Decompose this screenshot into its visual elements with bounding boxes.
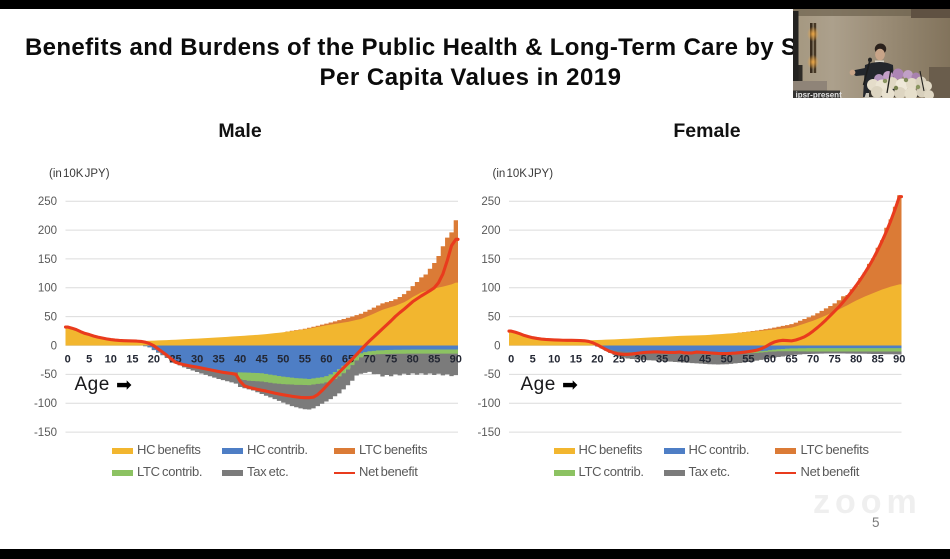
svg-text:45: 45 [256,353,268,365]
svg-text:20: 20 [591,353,603,365]
svg-text:80: 80 [850,353,862,365]
svg-text:200: 200 [481,225,500,237]
svg-text:250: 250 [38,196,57,208]
svg-text:30: 30 [191,353,203,365]
svg-text:-50: -50 [40,369,57,381]
svg-text:0: 0 [51,340,57,352]
svg-text:85: 85 [428,353,440,365]
svg-text:ipsr-present: ipsr-present [796,91,843,98]
svg-text:90: 90 [450,353,462,365]
svg-text:85: 85 [872,353,884,365]
svg-text:200: 200 [38,225,57,237]
svg-text:55: 55 [299,353,311,365]
svg-text:150: 150 [481,254,500,266]
svg-text:-150: -150 [477,427,500,439]
svg-text:70: 70 [363,353,375,365]
svg-text:30: 30 [634,353,646,365]
svg-text:-50: -50 [484,369,501,381]
svg-text:45: 45 [699,353,711,365]
svg-text:35: 35 [212,353,224,365]
svg-text:40: 40 [234,353,246,365]
svg-text:-100: -100 [34,398,57,410]
svg-text:60: 60 [320,353,332,365]
svg-text:80: 80 [407,353,419,365]
svg-text:50: 50 [488,312,501,324]
svg-text:10: 10 [548,353,560,365]
svg-text:15: 15 [570,353,582,365]
svg-text:-100: -100 [477,398,500,410]
svg-text:75: 75 [385,353,397,365]
svg-text:10: 10 [105,353,117,365]
svg-text:70: 70 [807,353,819,365]
svg-text:15: 15 [126,353,138,365]
svg-text:0: 0 [508,353,514,365]
svg-text:5: 5 [530,353,536,365]
svg-text:150: 150 [38,254,57,266]
svg-text:5: 5 [86,353,92,365]
svg-text:50: 50 [721,353,733,365]
svg-text:0: 0 [65,353,71,365]
svg-text:250: 250 [481,196,500,208]
svg-text:0: 0 [494,340,500,352]
svg-text:25: 25 [613,353,625,365]
svg-text:55: 55 [742,353,754,365]
svg-text:35: 35 [656,353,668,365]
svg-text:-150: -150 [34,427,57,439]
svg-text:50: 50 [277,353,289,365]
svg-text:100: 100 [38,283,57,295]
svg-text:75: 75 [828,353,840,365]
svg-text:60: 60 [764,353,776,365]
svg-text:50: 50 [44,312,57,324]
svg-text:20: 20 [148,353,160,365]
svg-text:65: 65 [785,353,797,365]
svg-text:100: 100 [481,283,500,295]
svg-text:40: 40 [678,353,690,365]
svg-text:90: 90 [893,353,905,365]
